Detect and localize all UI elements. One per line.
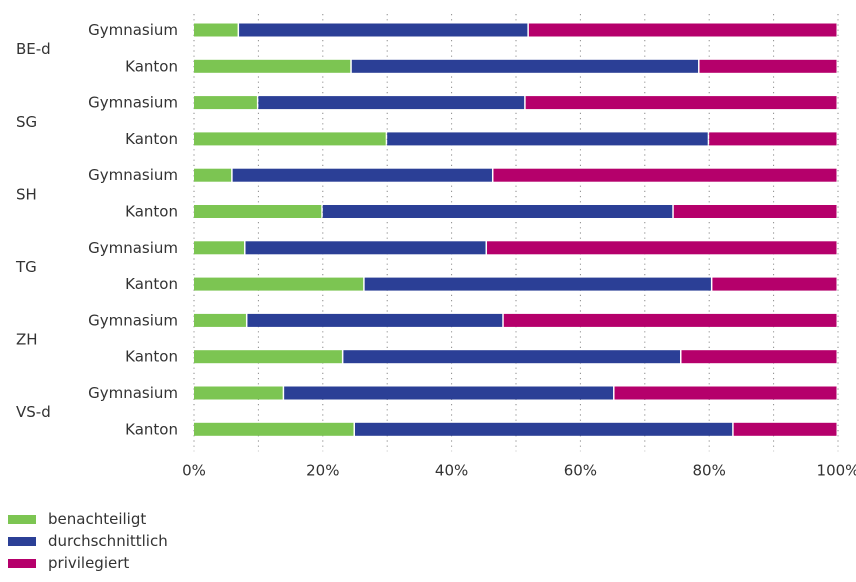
group-label: TG <box>15 258 37 276</box>
bar-segment-privilegiert <box>528 23 837 37</box>
stacked-bar-chart: Gymnasium Kanton Gymnasium Kanton Gymnasium K… <box>15 14 856 479</box>
row-label: Kanton <box>125 420 178 438</box>
bar-segment-durchschnittlich <box>355 422 733 436</box>
bar-segment-durchschnittlich <box>364 277 711 291</box>
legend-label: benachteiligt <box>48 510 147 528</box>
group-label: SG <box>16 113 37 131</box>
x-tick-label: 0% <box>182 461 206 479</box>
bar-segment-durchschnittlich <box>232 168 492 182</box>
row-label: Gymnasium <box>88 21 178 39</box>
bar-segment-privilegiert <box>709 132 837 146</box>
legend-swatch-privilegiert <box>8 558 36 568</box>
bar-segment-privilegiert <box>673 205 837 218</box>
row-label: Kanton <box>125 130 178 148</box>
row-label: Kanton <box>125 57 178 75</box>
bar-segment-privilegiert <box>681 350 837 364</box>
legend: benachteiligt durchschnittlich privilegi… <box>8 508 168 574</box>
legend-item-privilegiert: privilegiert <box>8 552 168 574</box>
bar-segment-durchschnittlich <box>322 205 673 218</box>
row-label: Kanton <box>125 203 178 221</box>
legend-item-durchschnittlich: durchschnittlich <box>8 530 168 552</box>
x-tick-label: 20% <box>306 461 339 479</box>
bar-segment-benachteiligt <box>194 96 257 110</box>
bar-segment-durchschnittlich <box>247 313 503 327</box>
group-label: BE-d <box>16 40 51 58</box>
bar-segment-benachteiligt <box>194 59 351 73</box>
bar-segment-benachteiligt <box>194 422 354 436</box>
legend-item-benachteiligt: benachteiligt <box>8 508 168 530</box>
legend-label: durchschnittlich <box>48 532 168 550</box>
x-tick-label: 80% <box>693 461 726 479</box>
bar-segment-durchschnittlich <box>351 59 699 73</box>
legend-label: privilegiert <box>48 554 130 572</box>
group-label: SH <box>16 185 37 203</box>
bar-segment-privilegiert <box>614 386 837 400</box>
bar-segment-durchschnittlich <box>387 132 708 146</box>
bar-segment-benachteiligt <box>194 386 283 400</box>
bar-segment-benachteiligt <box>194 277 364 291</box>
row-label: Kanton <box>125 348 178 366</box>
group-label: ZH <box>16 331 38 349</box>
row-label: Gymnasium <box>88 94 178 112</box>
x-tick-label: 40% <box>435 461 468 479</box>
bar-segment-durchschnittlich <box>258 96 525 110</box>
bar-segment-privilegiert <box>503 313 837 327</box>
x-tick-label: 60% <box>564 461 597 479</box>
bar-segment-durchschnittlich <box>284 386 614 400</box>
legend-swatch-durchschnittlich <box>8 536 36 546</box>
bar-segment-benachteiligt <box>194 205 322 218</box>
row-label: Gymnasium <box>88 239 178 257</box>
bar-segment-durchschnittlich <box>245 241 486 255</box>
bar-segment-privilegiert <box>712 277 837 291</box>
bar-segment-benachteiligt <box>194 23 238 37</box>
bar-segment-privilegiert <box>525 96 837 110</box>
bar-segment-privilegiert <box>493 168 837 182</box>
group-label: VS-d <box>16 403 51 421</box>
bar-segment-durchschnittlich <box>239 23 528 37</box>
bar-segment-durchschnittlich <box>343 350 681 364</box>
bar-segment-benachteiligt <box>194 350 342 364</box>
legend-swatch-benachteiligt <box>8 514 36 524</box>
row-label: Gymnasium <box>88 311 178 329</box>
bar-segment-benachteiligt <box>194 313 246 327</box>
x-tick-label: 100% <box>817 461 856 479</box>
row-label: Gymnasium <box>88 384 178 402</box>
bar-segment-benachteiligt <box>194 241 245 255</box>
bar-segment-privilegiert <box>733 422 837 436</box>
bar-segment-benachteiligt <box>194 168 232 182</box>
row-label: Gymnasium <box>88 166 178 184</box>
bar-segment-privilegiert <box>487 241 837 255</box>
row-label: Kanton <box>125 275 178 293</box>
bar-segment-privilegiert <box>699 59 837 73</box>
bar-segment-benachteiligt <box>194 132 386 146</box>
